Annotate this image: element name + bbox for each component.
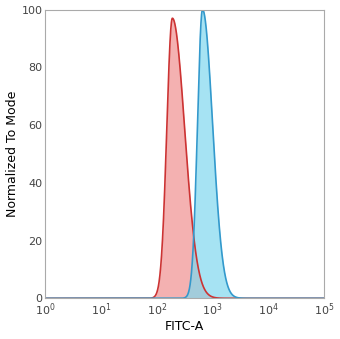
Y-axis label: Normalized To Mode: Normalized To Mode — [5, 91, 19, 217]
X-axis label: FITC-A: FITC-A — [165, 320, 204, 334]
